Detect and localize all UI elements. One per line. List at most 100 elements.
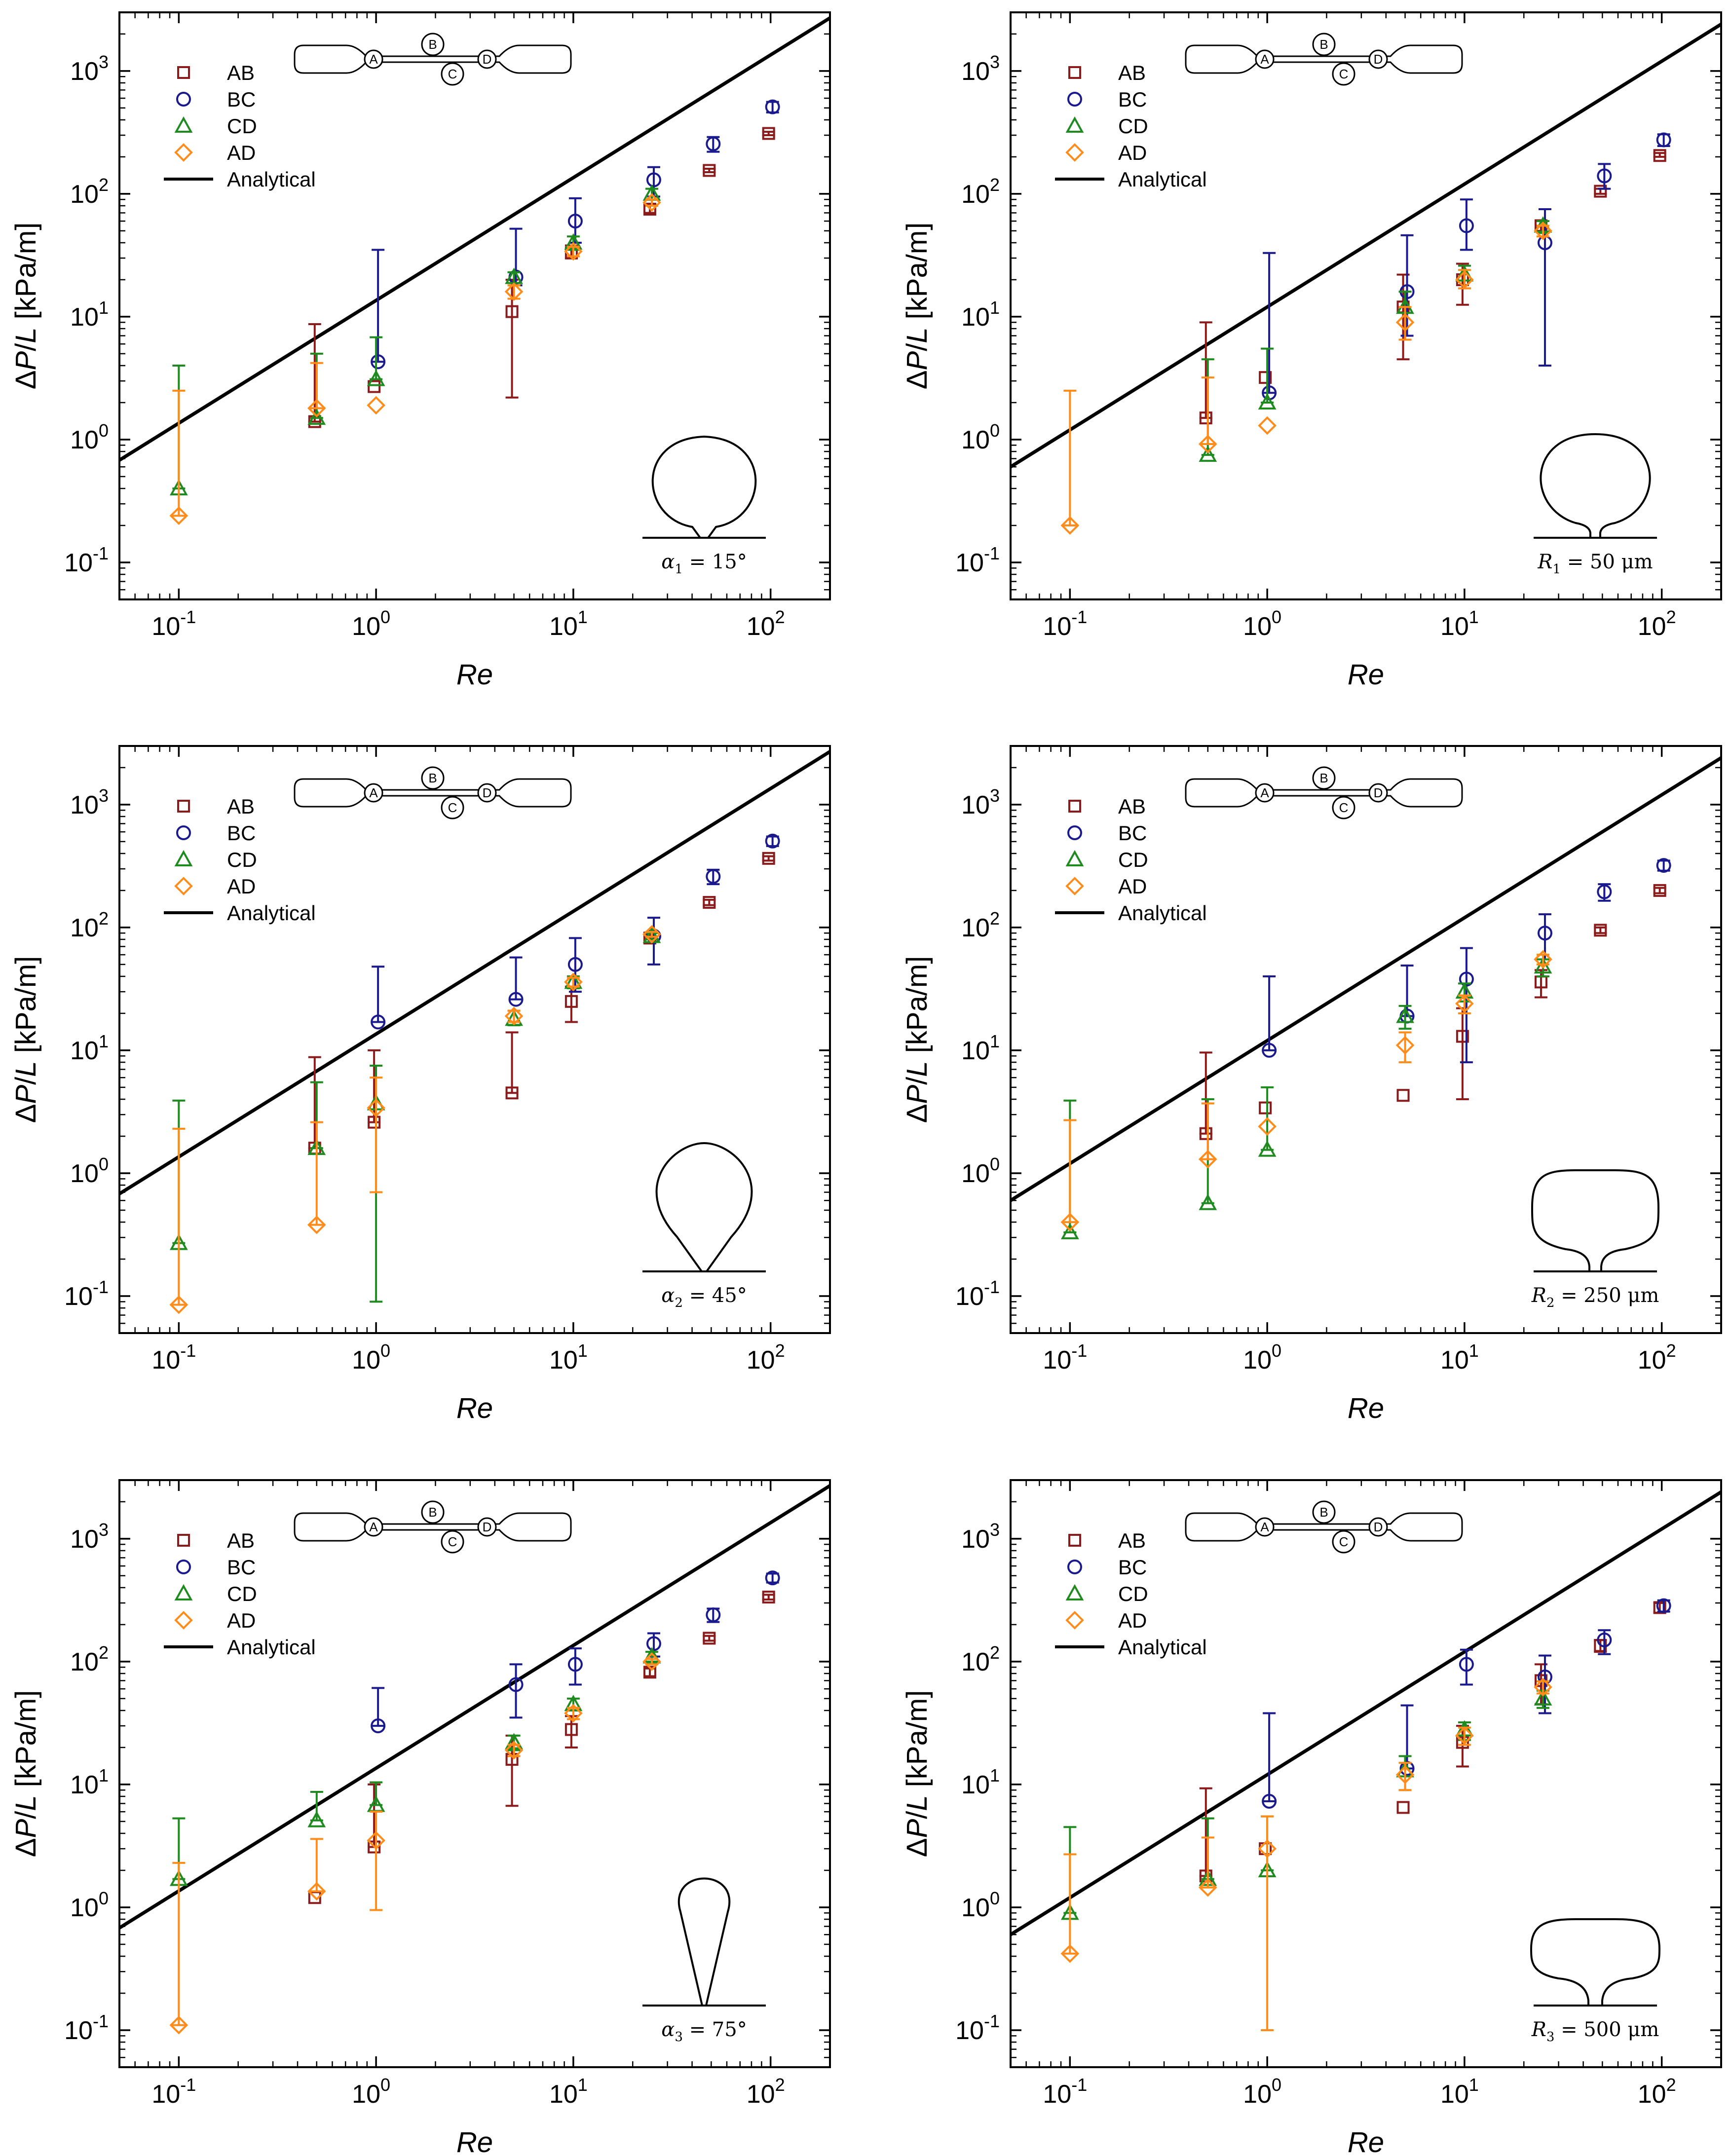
legend-label-analytical: Analytical — [227, 1636, 316, 1659]
plot-frame — [118, 745, 831, 1334]
x-tick-label: 101 — [1440, 1340, 1479, 1375]
pressure-tap-C — [441, 1530, 464, 1554]
data-point-AD — [1455, 994, 1474, 1013]
legend-label-CD: CD — [227, 1582, 257, 1605]
x-tick-label: 102 — [1638, 2075, 1676, 2109]
data-point-AB — [703, 164, 716, 177]
y-axis-title: ΔP/L [kPa/m] — [10, 956, 42, 1123]
pressure-tap-label: C — [1339, 1534, 1349, 1549]
data-point-BC — [371, 1014, 386, 1030]
legend-label-CD: CD — [1118, 1582, 1148, 1605]
data-point-AB — [1653, 884, 1666, 897]
data-point-BC — [508, 992, 524, 1007]
data-point-AB — [762, 1591, 775, 1604]
data-point-AB — [643, 202, 656, 216]
pressure-tap-label: B — [428, 771, 437, 785]
pressure-tap-D — [477, 783, 497, 803]
pressure-tap-C — [441, 796, 464, 819]
data-point-AB — [703, 1632, 716, 1645]
data-point-CD — [564, 972, 583, 989]
data-point-AD — [504, 282, 524, 301]
legend-label-AB: AB — [1118, 795, 1146, 818]
data-point-AB — [368, 1115, 381, 1129]
inset-label: α1 = 15° — [661, 551, 747, 577]
data-point-AD — [1455, 270, 1474, 289]
legend-label-BC: BC — [1118, 821, 1147, 845]
data-point-BC — [1656, 858, 1671, 873]
plot-frame — [118, 1479, 831, 2068]
pressure-tap-D — [477, 49, 497, 69]
cross-section-inset: α2 = 45° — [642, 1142, 766, 1310]
y-tick-label: 10-1 — [955, 543, 1000, 577]
pressure-tap-label: B — [1319, 37, 1328, 52]
analytical-line — [1011, 23, 1721, 469]
legend-marker-AB — [177, 1534, 190, 1547]
data-point-BC — [1597, 168, 1612, 184]
data-point-AB — [1199, 1127, 1212, 1140]
y-tick-label: 100 — [70, 1154, 109, 1188]
data-point-AB — [1653, 1601, 1666, 1614]
chart-panel-5: 10-1 100 101 102 10-1 100 101 102 103 Re ΔP/L [kPa… — [10, 1479, 831, 2156]
pressure-tap-D — [1368, 783, 1388, 803]
data-point-AD — [1455, 1726, 1474, 1745]
channel-outline — [294, 778, 572, 808]
y-tick-label: 103 — [961, 52, 1000, 86]
data-point-AD — [564, 242, 583, 261]
data-point-AD — [1258, 416, 1277, 435]
pressure-tap-label: A — [369, 52, 378, 67]
cross-section-inset: α1 = 15° — [642, 435, 766, 577]
data-point-AD — [504, 1741, 524, 1760]
cross-section-shape — [1530, 1918, 1661, 2006]
y-tick-label: 101 — [961, 1765, 1000, 1799]
y-tick-label: 10-1 — [64, 1277, 109, 1311]
x-tick-label: 10-1 — [1043, 2075, 1087, 2109]
data-point-AB — [1259, 1842, 1272, 1856]
data-point-AB — [1396, 1089, 1410, 1102]
data-point-AD — [1534, 1677, 1552, 1697]
data-point-AD — [367, 1831, 385, 1850]
legend-marker-CD — [1065, 116, 1084, 133]
y-tick-label: 10-1 — [955, 2011, 1000, 2045]
cross-section-inset: R3 = 500 μm — [1530, 1918, 1661, 2044]
pressure-tap-A — [364, 1517, 383, 1537]
data-point-BC — [1656, 1598, 1671, 1613]
x-tick-label: 102 — [1638, 607, 1676, 641]
data-point-AD — [169, 1295, 188, 1314]
y-tick-label: 101 — [961, 1031, 1000, 1065]
inset-label: R3 = 500 μm — [1531, 2018, 1659, 2044]
pressure-tap-label: A — [1260, 52, 1269, 67]
y-tick-label: 103 — [70, 52, 109, 86]
data-point-BC — [706, 136, 721, 151]
data-point-BC — [567, 214, 583, 229]
pressure-tap-label: B — [428, 37, 437, 52]
data-point-CD — [1534, 1689, 1552, 1706]
data-point-AD — [307, 1882, 326, 1901]
data-point-AD — [564, 972, 583, 992]
x-tick-label: 101 — [1440, 607, 1479, 641]
data-point-CD — [307, 1811, 326, 1827]
channel-schematic: A B C D — [294, 33, 572, 86]
legend-marker-BC — [176, 1560, 191, 1574]
x-tick-label: 102 — [747, 1340, 785, 1375]
data-point-AB — [1456, 1030, 1469, 1043]
pressure-tap-A — [1255, 49, 1275, 69]
pressure-tap-D — [1368, 1517, 1388, 1537]
data-point-BC — [371, 1718, 386, 1734]
legend-label-AD: AD — [1118, 141, 1147, 164]
plot-frame — [1010, 1479, 1722, 2068]
legend-label-CD: CD — [1118, 114, 1148, 138]
y-tick-label: 100 — [70, 420, 109, 454]
legend-marker-AD — [1065, 877, 1084, 895]
pressure-tap-label: D — [483, 785, 492, 800]
x-tick-label: 101 — [549, 607, 588, 641]
data-point-AD — [504, 1006, 524, 1026]
legend-marker-AD — [174, 877, 193, 895]
chart-panel-1: 10-1 100 101 102 10-1 100 101 102 103 Re ΔP/L [kPa… — [10, 11, 831, 691]
pressure-tap-label: C — [1339, 800, 1349, 815]
legend-label-BC: BC — [227, 1556, 256, 1579]
inset-label: α3 = 75° — [661, 2018, 747, 2044]
pressure-tap-A — [1255, 1517, 1275, 1537]
legend-marker-CD — [174, 116, 193, 133]
y-tick-label: 10-1 — [64, 2011, 109, 2045]
